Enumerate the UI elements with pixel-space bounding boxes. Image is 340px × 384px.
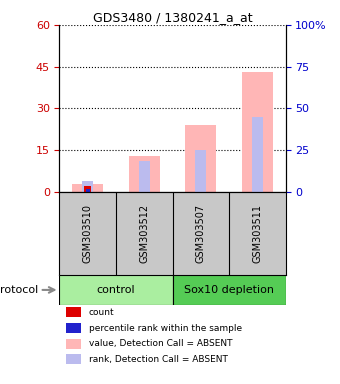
Bar [242,72,273,192]
Bar [59,275,173,305]
Text: Sox10 depletion: Sox10 depletion [184,285,274,295]
Text: protocol: protocol [0,285,38,295]
Bar [139,161,150,192]
Bar [252,117,263,192]
Bar [72,184,103,192]
Text: GSM303507: GSM303507 [196,204,206,263]
Bar [66,308,81,317]
Bar [66,323,81,333]
Bar [84,187,91,192]
Title: GDS3480 / 1380241_a_at: GDS3480 / 1380241_a_at [93,11,252,24]
Text: percentile rank within the sample: percentile rank within the sample [89,323,242,333]
Bar [66,339,81,349]
Bar [85,189,90,192]
Text: value, Detection Call = ABSENT: value, Detection Call = ABSENT [89,339,233,348]
Bar [173,275,286,305]
Text: rank, Detection Call = ABSENT: rank, Detection Call = ABSENT [89,355,228,364]
Bar [185,125,216,192]
Bar [82,181,94,192]
Text: GSM303512: GSM303512 [139,204,149,263]
Text: control: control [97,285,135,295]
Bar [129,156,160,192]
Text: GSM303511: GSM303511 [252,204,262,263]
Bar [66,354,81,364]
Bar [195,150,206,192]
Text: count: count [89,308,115,317]
Text: GSM303510: GSM303510 [83,204,93,263]
